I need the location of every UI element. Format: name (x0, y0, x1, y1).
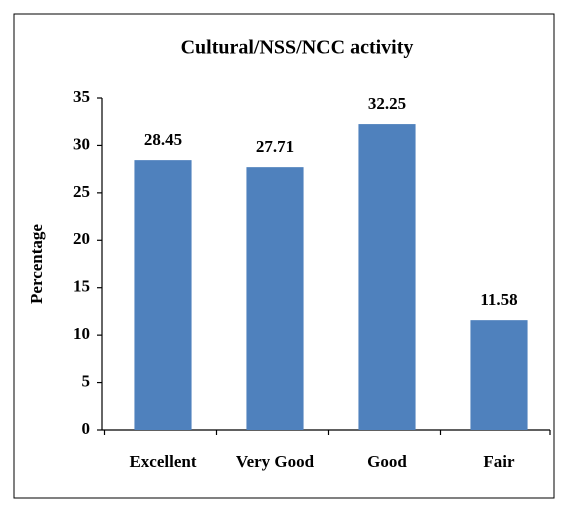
x-tick-label: Fair (483, 452, 515, 471)
y-tick-label: 35 (73, 87, 90, 106)
y-tick-label: 0 (82, 419, 91, 438)
bar (246, 167, 304, 430)
data-label: 11.58 (480, 290, 517, 309)
x-tick-label: Very Good (236, 452, 315, 471)
y-tick-label: 20 (73, 229, 90, 248)
x-tick-label: Good (367, 452, 407, 471)
y-tick-label: 10 (73, 324, 90, 343)
chart-title: Cultural/NSS/NCC activity (181, 37, 414, 59)
y-tick-label: 30 (73, 134, 90, 153)
data-label: 28.45 (144, 130, 182, 149)
bar (358, 124, 416, 430)
x-tick-label: Excellent (129, 452, 196, 471)
y-tick-label: 5 (82, 371, 91, 390)
data-label: 27.71 (256, 137, 294, 156)
bar (134, 160, 192, 431)
y-tick-label: 25 (73, 182, 90, 201)
y-tick-label: 15 (73, 277, 90, 296)
bar (470, 320, 528, 430)
y-axis-label: Percentage (27, 224, 46, 304)
data-label: 32.25 (368, 94, 406, 113)
